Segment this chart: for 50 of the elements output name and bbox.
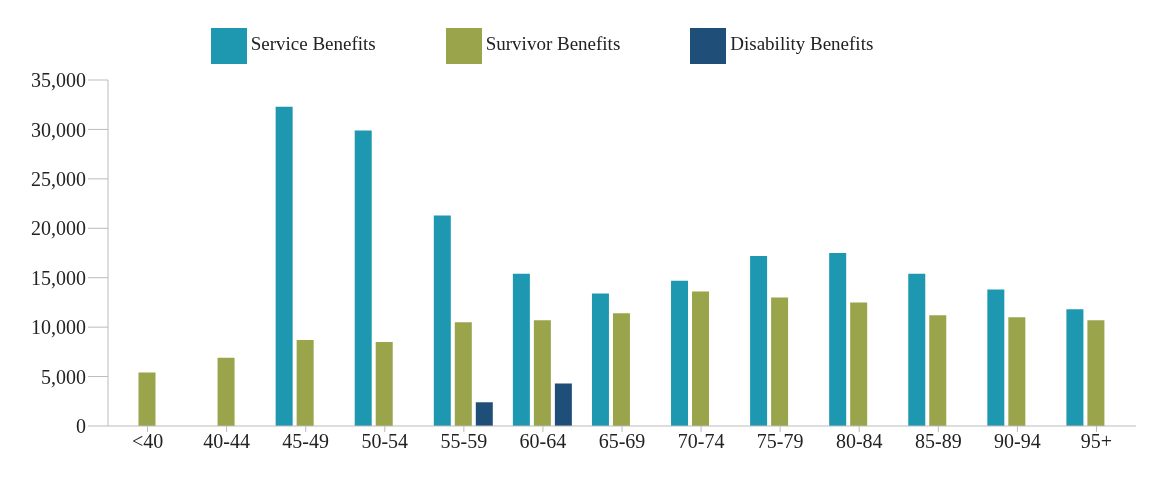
legend-label: Service Benefits [250, 33, 376, 55]
y-tick-label: 25,000 [31, 167, 86, 190]
y-tick-label: 35,000 [31, 69, 86, 92]
y-tick-label: 10,000 [31, 316, 86, 339]
bar [692, 291, 710, 426]
bar [296, 339, 314, 426]
bar [217, 357, 235, 426]
x-tick-label: 65-69 [598, 430, 646, 453]
y-tick-label: 20,000 [31, 217, 86, 240]
x-tick-label: <40 [131, 430, 164, 453]
legend-label: Disability Benefits [730, 33, 874, 55]
bar [533, 320, 551, 426]
x-tick-label: 60-64 [519, 430, 567, 453]
bar [908, 273, 926, 426]
x-tick-label: 70-74 [677, 430, 725, 453]
bar [1087, 320, 1105, 426]
x-tick-label: 50-54 [361, 430, 409, 453]
bar [671, 280, 689, 426]
bar [591, 293, 609, 426]
bar [354, 130, 372, 426]
x-tick-label: 85-89 [914, 430, 962, 453]
x-tick-label: 40-44 [203, 430, 250, 453]
bar [929, 315, 947, 426]
y-tick-label: 30,000 [31, 118, 86, 141]
y-tick-label: 0 [76, 415, 86, 438]
bar [512, 273, 530, 426]
bar [771, 297, 789, 426]
bar [454, 322, 472, 426]
x-tick-label: 90-94 [994, 430, 1041, 453]
bar [612, 313, 630, 426]
bar [554, 383, 572, 426]
bar [138, 372, 156, 426]
bar [750, 255, 768, 426]
bar [375, 341, 393, 426]
legend-label: Survivor Benefits [485, 33, 621, 55]
bar [1066, 309, 1084, 426]
bar [475, 402, 493, 426]
y-tick-label: 5,000 [41, 365, 86, 388]
x-tick-label: 55-59 [440, 430, 488, 453]
x-tick-label: 45-49 [282, 430, 330, 453]
bar [433, 215, 451, 426]
bar [829, 253, 847, 426]
y-tick-label: 15,000 [31, 266, 86, 289]
bar [850, 302, 868, 426]
bar [1008, 317, 1026, 426]
x-tick-label: 75-79 [756, 430, 804, 453]
x-tick-label: 80-84 [835, 430, 883, 453]
x-tick-label: 95+ [1080, 430, 1113, 453]
bar [275, 106, 293, 426]
bar [987, 289, 1005, 426]
